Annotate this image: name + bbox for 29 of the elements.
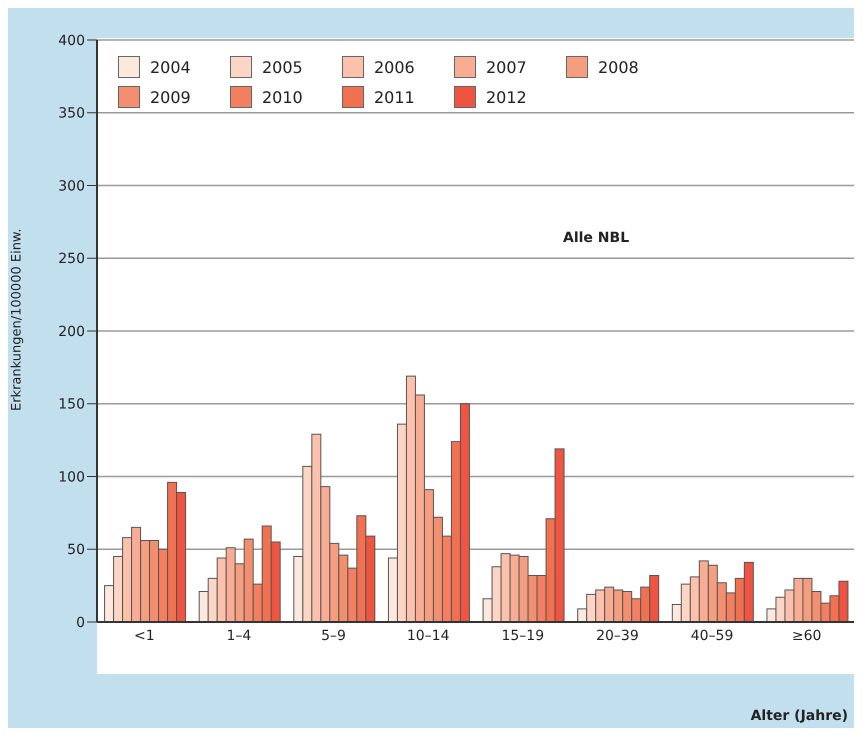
- legend-label: 2004: [149, 56, 192, 78]
- x-tick-label: <1: [134, 628, 155, 644]
- annotation: Alle NBL: [563, 230, 630, 246]
- legend-label: 2008: [597, 56, 640, 78]
- y-tick-label: 100: [58, 469, 85, 486]
- legend-label: 2009: [149, 86, 192, 108]
- x-tick-label: 5–9: [321, 628, 346, 644]
- legend-label: 2010: [261, 86, 304, 108]
- legend-label: 2005: [261, 56, 304, 78]
- y-tick-label: 350: [58, 106, 85, 122]
- x-tick-label: 20–39: [596, 628, 639, 644]
- x-tick-label: 1–4: [226, 628, 252, 644]
- x-tick-label: 10–14: [406, 628, 450, 644]
- legend-label: 2012: [485, 86, 528, 108]
- y-tick-label: 50: [67, 542, 85, 558]
- x-axis-title: Alter (Jahre): [750, 708, 848, 724]
- legend-label: 2011: [373, 86, 416, 108]
- x-tick-label: 40–59: [690, 628, 734, 644]
- y-tick-label: 250: [58, 251, 85, 268]
- legend-label: 2006: [373, 56, 416, 78]
- x-tick-label: ≥60: [792, 628, 822, 644]
- y-tick-label: 200: [58, 324, 85, 340]
- legend-label: 2007: [485, 56, 528, 78]
- y-tick-label: 0: [76, 614, 85, 631]
- y-axis-title: Erkrankungen/100000 Einw.: [10, 228, 25, 411]
- y-tick-label: 300: [58, 178, 85, 194]
- y-tick-label: 150: [58, 396, 85, 413]
- x-tick-label: 15–19: [501, 628, 544, 644]
- y-tick-label: 400: [58, 32, 85, 49]
